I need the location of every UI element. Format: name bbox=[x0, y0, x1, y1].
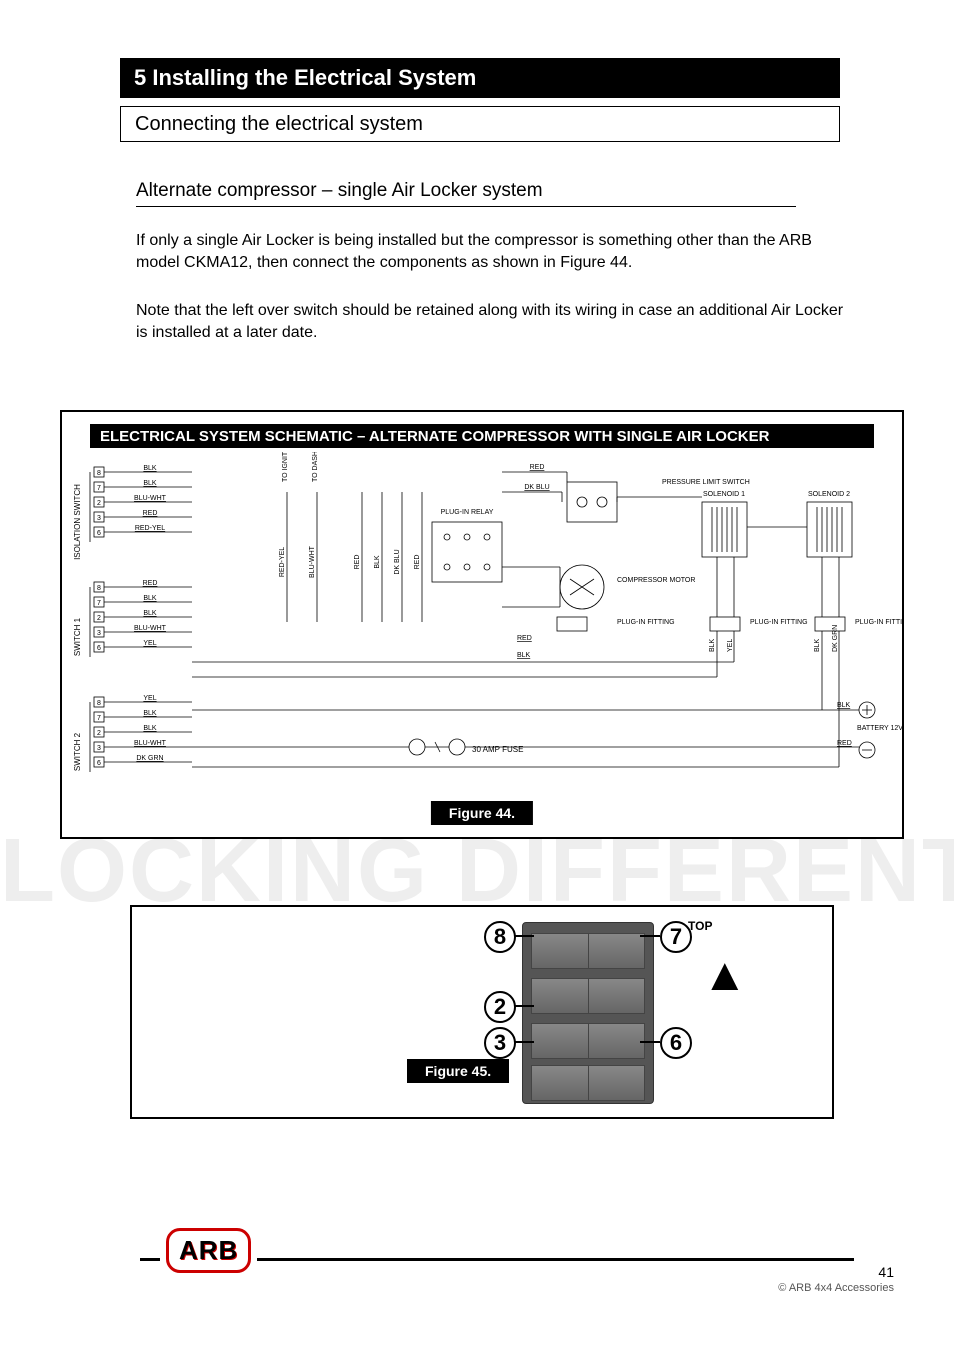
arb-logo: ARB bbox=[160, 1228, 257, 1273]
leader-3 bbox=[514, 1041, 534, 1043]
svg-text:BLU-WHT: BLU-WHT bbox=[309, 545, 316, 578]
leader-8 bbox=[514, 935, 534, 937]
section-header: 5 Installing the Electrical System bbox=[120, 58, 840, 98]
svg-text:RED: RED bbox=[530, 464, 545, 471]
arrow-up-icon: ▲ bbox=[702, 947, 748, 1001]
svg-text:YEL: YEL bbox=[143, 695, 156, 702]
leader-7 bbox=[640, 935, 660, 937]
page-number: 41 bbox=[878, 1264, 894, 1280]
svg-text:PLUG-IN RELAY: PLUG-IN RELAY bbox=[441, 509, 494, 516]
svg-text:2: 2 bbox=[97, 730, 101, 737]
svg-text:ISOLATION SWITCH: ISOLATION SWITCH bbox=[73, 484, 82, 560]
svg-text:8: 8 bbox=[97, 700, 101, 707]
svg-text:BLK: BLK bbox=[814, 638, 821, 652]
svg-text:RED-YEL: RED-YEL bbox=[135, 525, 165, 532]
svg-text:RED: RED bbox=[837, 740, 852, 747]
svg-text:3: 3 bbox=[97, 630, 101, 637]
svg-text:BLK: BLK bbox=[143, 610, 157, 617]
svg-text:7: 7 bbox=[97, 600, 101, 607]
copyright: © ARB 4x4 Accessories bbox=[778, 1282, 894, 1294]
svg-text:BLK: BLK bbox=[517, 652, 531, 659]
svg-text:YEL: YEL bbox=[727, 639, 734, 652]
svg-text:TO DASH ILLUMINATION: TO DASH ILLUMINATION bbox=[312, 452, 319, 482]
svg-text:DK BLU: DK BLU bbox=[524, 484, 549, 491]
svg-text:6: 6 bbox=[97, 760, 101, 767]
svg-text:BLK: BLK bbox=[143, 480, 157, 487]
svg-text:BLK: BLK bbox=[143, 725, 157, 732]
svg-text:3: 3 bbox=[97, 745, 101, 752]
top-label: TOP bbox=[688, 919, 712, 933]
callout-6: 6 bbox=[660, 1027, 692, 1059]
svg-text:RED: RED bbox=[517, 635, 532, 642]
svg-text:RED-YEL: RED-YEL bbox=[279, 547, 286, 577]
svg-text:BLU-WHT: BLU-WHT bbox=[134, 625, 167, 632]
svg-text:SWITCH 1: SWITCH 1 bbox=[73, 617, 82, 656]
callout-2: 2 bbox=[484, 991, 516, 1023]
leader-6 bbox=[640, 1041, 660, 1043]
svg-text:7: 7 bbox=[97, 485, 101, 492]
subsection-underline: Alternate compressor – single Air Locker… bbox=[136, 180, 796, 207]
svg-text:BLU-WHT: BLU-WHT bbox=[134, 495, 167, 502]
svg-text:DK GRN: DK GRN bbox=[832, 625, 839, 652]
figure-44-label: Figure 44. bbox=[431, 801, 533, 825]
subtitle-box: Connecting the electrical system bbox=[120, 106, 840, 142]
callout-3: 3 bbox=[484, 1027, 516, 1059]
svg-text:TO IGNITION: TO IGNITION bbox=[282, 452, 289, 482]
svg-text:8: 8 bbox=[97, 585, 101, 592]
svg-text:2: 2 bbox=[97, 615, 101, 622]
svg-text:6: 6 bbox=[97, 645, 101, 652]
svg-text:DK GRN: DK GRN bbox=[136, 755, 163, 762]
leader-2 bbox=[514, 1005, 534, 1007]
page-footer: ARB 41 © ARB 4x4 Accessories bbox=[140, 1220, 854, 1290]
svg-text:RED: RED bbox=[143, 510, 158, 517]
svg-text:BLU-WHT: BLU-WHT bbox=[134, 740, 167, 747]
schematic-frame: ELECTRICAL SYSTEM SCHEMATIC – ALTERNATE … bbox=[60, 410, 904, 839]
svg-text:SWITCH 2: SWITCH 2 bbox=[73, 732, 82, 771]
paragraph-1: If only a single Air Locker is being ins… bbox=[136, 230, 846, 275]
callout-7: 7 bbox=[660, 921, 692, 953]
svg-text:SOLENOID 2: SOLENOID 2 bbox=[808, 491, 850, 498]
svg-text:YEL: YEL bbox=[143, 640, 156, 647]
schematic-svg: ISOLATION SWITCH 8 BLK 7 BLK 2 BLU-WHT 3 RED 6 RED… bbox=[62, 452, 902, 802]
svg-text:BATTERY 12V: BATTERY 12V bbox=[857, 725, 902, 732]
svg-text:BLK: BLK bbox=[374, 555, 381, 569]
switch-photo-frame: TOP ▲ 8 7 2 3 6 Figure 45. bbox=[130, 905, 834, 1119]
schematic-title: ELECTRICAL SYSTEM SCHEMATIC – ALTERNATE … bbox=[90, 424, 874, 448]
svg-text:2: 2 bbox=[97, 500, 101, 507]
svg-text:BLK: BLK bbox=[143, 710, 157, 717]
svg-text:3: 3 bbox=[97, 515, 101, 522]
svg-text:PLUG-IN FITTING: PLUG-IN FITTING bbox=[617, 619, 675, 626]
svg-text:BLK: BLK bbox=[837, 702, 851, 709]
svg-text:PLUG-IN FITTING: PLUG-IN FITTING bbox=[750, 619, 808, 626]
svg-text:BLK: BLK bbox=[143, 595, 157, 602]
paragraph-2: Note that the left over switch should be… bbox=[136, 300, 846, 345]
svg-text:8: 8 bbox=[97, 470, 101, 477]
svg-text:PLUG-IN FITTING: PLUG-IN FITTING bbox=[855, 619, 902, 626]
svg-text:BLK: BLK bbox=[143, 465, 157, 472]
svg-text:COMPRESSOR MOTOR: COMPRESSOR MOTOR bbox=[617, 577, 695, 584]
svg-text:7: 7 bbox=[97, 715, 101, 722]
svg-text:SOLENOID 1: SOLENOID 1 bbox=[703, 491, 745, 498]
svg-text:RED: RED bbox=[354, 555, 361, 570]
svg-text:6: 6 bbox=[97, 530, 101, 537]
svg-text:DK BLU: DK BLU bbox=[394, 549, 401, 574]
svg-text:PRESSURE LIMIT SWITCH: PRESSURE LIMIT SWITCH bbox=[662, 479, 750, 486]
figure-45-label: Figure 45. bbox=[407, 1059, 509, 1083]
switch-photo bbox=[522, 922, 654, 1104]
svg-text:RED: RED bbox=[143, 580, 158, 587]
svg-text:RED: RED bbox=[414, 555, 421, 570]
svg-text:BLK: BLK bbox=[709, 638, 716, 652]
callout-8: 8 bbox=[484, 921, 516, 953]
svg-text:30 AMP FUSE: 30 AMP FUSE bbox=[472, 745, 523, 754]
